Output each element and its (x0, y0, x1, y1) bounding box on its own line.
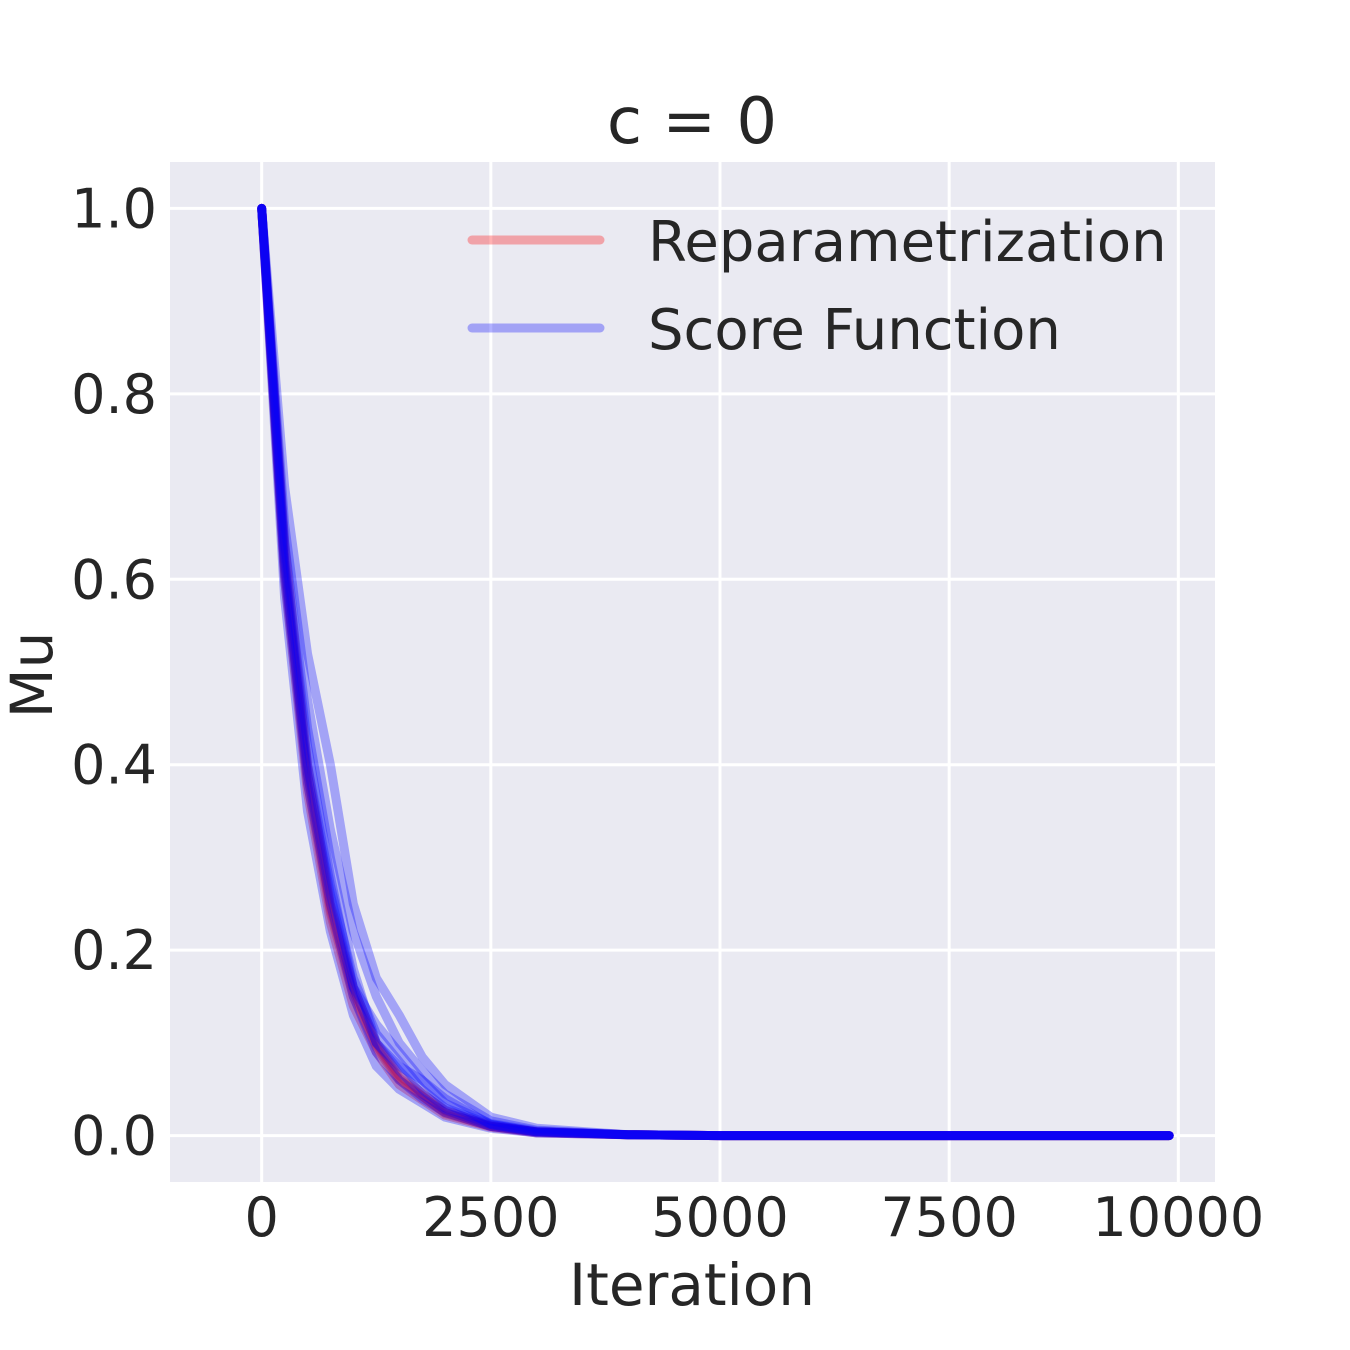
y-axis-label: Mu (0, 632, 66, 719)
y-tick-label: 1.0 (71, 177, 157, 240)
series-line-score-function (257, 203, 1174, 1141)
legend-label-score-function: Score Function (648, 298, 1061, 363)
x-axis-label: Iteration (569, 1251, 815, 1319)
series-line-score-function (257, 203, 1174, 1141)
y-tick-label: 0.8 (71, 363, 157, 426)
y-tick-label: 0.0 (71, 1105, 157, 1168)
x-tick-label: 10000 (1092, 1186, 1264, 1249)
grid-lines (170, 162, 1215, 1182)
series-lines (257, 203, 1174, 1141)
series-line-score-function (257, 203, 1174, 1141)
series-line-score-function (257, 203, 1174, 1141)
legend: Reparametrization Score Function (467, 210, 1167, 363)
series-line-score-function (257, 203, 1174, 1141)
chart-title: c = 0 (607, 85, 777, 159)
x-tick-label: 5000 (651, 1186, 788, 1249)
y-tick-label: 0.6 (71, 548, 157, 611)
y-tick-label: 0.4 (71, 734, 157, 797)
series-line-reparametrization (257, 203, 1174, 1141)
x-tick-label: 0 (244, 1186, 278, 1249)
plot-background (170, 162, 1215, 1182)
series-line-reparametrization (257, 203, 1174, 1141)
y-tick-label: 0.2 (71, 919, 157, 982)
x-tick-label: 7500 (880, 1186, 1017, 1249)
tick-labels: 0 2500 5000 7500 10000 0.0 0.2 0.4 0.6 0.8 1.0 (71, 177, 1264, 1249)
series-line-score-function (257, 203, 1174, 1141)
series-line-reparametrization (257, 203, 1174, 1141)
series-line-reparametrization (257, 203, 1174, 1141)
legend-label-reparametrization: Reparametrization (648, 210, 1167, 275)
series-line-score-function (257, 203, 1174, 1141)
series-line-score-function (257, 203, 1174, 1141)
x-tick-label: 2500 (422, 1186, 559, 1249)
